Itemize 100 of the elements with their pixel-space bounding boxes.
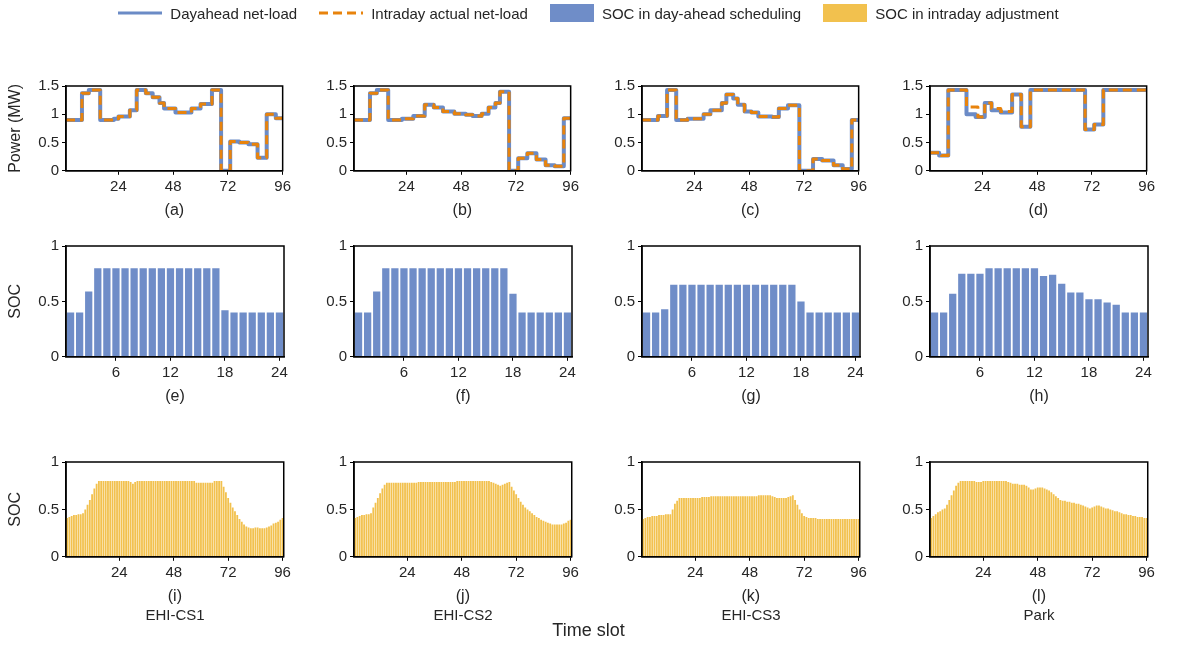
x-tick-label: 96 bbox=[1138, 176, 1155, 194]
legend-label: SOC in intraday adjustment bbox=[875, 4, 1059, 22]
y-tick-label: 0.5 bbox=[38, 291, 59, 309]
x-tick-label: 24 bbox=[271, 362, 288, 380]
y-tick-label: 0.5 bbox=[326, 499, 347, 517]
x-tick-label: 96 bbox=[562, 562, 579, 580]
text: EHI-CS3 bbox=[720, 606, 782, 623]
x-tick-label: 12 bbox=[738, 362, 755, 380]
x-tick-label: 24 bbox=[559, 362, 576, 380]
y-tick-label: 1 bbox=[626, 104, 635, 122]
x-tick-label: 72 bbox=[507, 176, 525, 194]
x-axis-title: (g) bbox=[741, 386, 761, 404]
y-tick-label: 0 bbox=[50, 160, 59, 178]
x-tick-label: 6 bbox=[687, 362, 697, 380]
y-tick-label: 0 bbox=[50, 346, 59, 364]
y-tick-label: 1 bbox=[50, 236, 59, 254]
x-tick-label: 48 bbox=[452, 176, 470, 194]
y-tick-label: 1.5 bbox=[614, 76, 635, 94]
x-tick-label: 12 bbox=[450, 362, 467, 380]
x-axis-title: (h) bbox=[1029, 386, 1049, 404]
legend-label: SOC in day-ahead scheduling bbox=[601, 4, 802, 22]
x-tick-label: 18 bbox=[1080, 362, 1098, 380]
text: EHI-CS1 bbox=[144, 606, 206, 623]
x-tick-label: 18 bbox=[792, 362, 810, 380]
x-tick-label: 72 bbox=[1083, 176, 1101, 194]
x-axis-title: (f) bbox=[455, 386, 471, 404]
x-axis-title: (k) bbox=[741, 586, 761, 604]
x-axis-title: (d) bbox=[1028, 200, 1049, 218]
x-tick-label: 72 bbox=[795, 562, 813, 580]
x-tick-label: 18 bbox=[216, 362, 234, 380]
x-tick-label: 18 bbox=[504, 362, 522, 380]
x-tick-label: 48 bbox=[165, 562, 183, 580]
x-axis-title: (b) bbox=[452, 200, 473, 218]
y-tick-label: 0 bbox=[338, 346, 347, 364]
legend-label: Intraday actual net-load bbox=[371, 4, 528, 22]
x-tick-label: 96 bbox=[274, 176, 291, 194]
x-tick-label: 48 bbox=[164, 176, 182, 194]
x-tick-label: 24 bbox=[110, 176, 127, 194]
y-tick-label: 0.5 bbox=[902, 499, 923, 517]
x-tick-label: 24 bbox=[686, 176, 703, 194]
x-tick-label: 72 bbox=[795, 176, 813, 194]
x-tick-label: 72 bbox=[219, 176, 237, 194]
text: Time slot bbox=[552, 620, 625, 640]
x-tick-label: 24 bbox=[686, 562, 704, 580]
y-tick-label: 1.5 bbox=[902, 76, 923, 94]
y-tick-label: 1 bbox=[50, 104, 59, 122]
y-tick-label: 0.5 bbox=[614, 291, 635, 309]
x-tick-label: 6 bbox=[111, 362, 121, 380]
x-tick-label: 96 bbox=[274, 562, 291, 580]
x-axis-title: (c) bbox=[741, 200, 760, 218]
x-tick-label: 48 bbox=[1028, 176, 1046, 194]
x-tick-label: 24 bbox=[974, 562, 992, 580]
x-tick-label: 24 bbox=[847, 362, 864, 380]
y-tick-label: 1 bbox=[626, 236, 635, 254]
x-tick-label: 72 bbox=[507, 562, 525, 580]
x-tick-label: 12 bbox=[1026, 362, 1043, 380]
y-tick-label: 0.5 bbox=[614, 499, 635, 517]
y-axis-title: SOC bbox=[6, 492, 24, 527]
x-tick-label: 24 bbox=[974, 176, 991, 194]
x-tick-label: 24 bbox=[1135, 362, 1152, 380]
y-tick-label: 0 bbox=[914, 346, 923, 364]
y-tick-label: 1.5 bbox=[326, 76, 347, 94]
x-tick-label: 12 bbox=[162, 362, 179, 380]
y-tick-label: 0.5 bbox=[902, 291, 923, 309]
y-tick-label: 0.5 bbox=[326, 132, 347, 150]
x-axis-title: (a) bbox=[164, 200, 185, 218]
y-tick-label: 0 bbox=[50, 546, 59, 564]
y-tick-label: 1 bbox=[338, 236, 347, 254]
y-tick-label: 1 bbox=[626, 452, 635, 470]
text: Park bbox=[1022, 606, 1056, 623]
x-tick-label: 48 bbox=[741, 562, 759, 580]
x-tick-label: 24 bbox=[398, 562, 416, 580]
y-tick-label: 0 bbox=[914, 546, 923, 564]
x-axis-title: (i) bbox=[167, 586, 182, 604]
y-tick-label: 1 bbox=[914, 236, 923, 254]
y-axis-title: Power (MW) bbox=[6, 83, 24, 173]
y-tick-label: 0.5 bbox=[326, 291, 347, 309]
y-tick-label: 0.5 bbox=[614, 132, 635, 150]
x-axis-title: (l) bbox=[1031, 586, 1046, 604]
x-tick-label: 24 bbox=[398, 176, 415, 194]
x-tick-label: 72 bbox=[219, 562, 237, 580]
x-tick-label: 96 bbox=[1138, 562, 1155, 580]
text: EHI-CS2 bbox=[433, 606, 493, 623]
x-axis-title: (e) bbox=[165, 386, 185, 404]
y-tick-label: 1 bbox=[338, 104, 347, 122]
x-tick-label: 48 bbox=[740, 176, 758, 194]
y-tick-label: 1.5 bbox=[38, 76, 59, 94]
x-tick-label: 48 bbox=[1029, 562, 1047, 580]
y-tick-label: 0 bbox=[338, 160, 347, 178]
y-tick-label: 1 bbox=[914, 104, 923, 122]
y-tick-label: 0 bbox=[338, 546, 347, 564]
x-tick-label: 24 bbox=[110, 562, 128, 580]
y-tick-label: 1 bbox=[338, 452, 347, 470]
x-tick-label: 96 bbox=[850, 176, 867, 194]
x-tick-label: 96 bbox=[562, 176, 579, 194]
y-tick-label: 1 bbox=[914, 452, 923, 470]
y-tick-label: 0 bbox=[626, 346, 635, 364]
y-tick-label: 0 bbox=[626, 160, 635, 178]
legend-label: Dayahead net-load bbox=[170, 4, 298, 22]
y-axis-title: SOC bbox=[6, 284, 24, 319]
